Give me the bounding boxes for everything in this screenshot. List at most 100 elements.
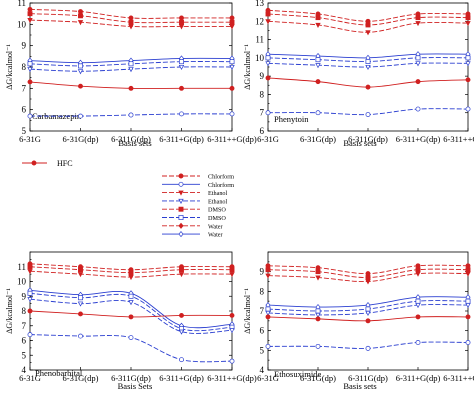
- x-axis-label: Basis sets: [118, 138, 151, 148]
- data-point: [178, 24, 185, 30]
- data-point: [365, 318, 371, 324]
- legend-marker: [178, 198, 184, 204]
- data-point: [465, 15, 471, 21]
- data-point: [465, 21, 471, 27]
- data-point: [78, 63, 83, 69]
- legend-label: Ethanol: [208, 198, 228, 205]
- data-point: [265, 314, 271, 320]
- chart-panel-2: 6 7 8 9 10 11 12 13 6-31G 6-31G(dp) 6-311G(dp) 6-31…: [243, 0, 474, 148]
- y-tick-label: 13: [255, 0, 265, 8]
- data-point: [27, 61, 33, 67]
- x-tick-label: 6-311+G(dp): [396, 373, 441, 383]
- y-tick-label: 8: [260, 286, 265, 296]
- data-point: [179, 111, 184, 117]
- legend-label: Water: [208, 223, 223, 230]
- data-point: [229, 59, 235, 65]
- y-tick-label: 6: [22, 105, 27, 115]
- data-point: [415, 106, 421, 112]
- data-point: [229, 328, 235, 334]
- y-tick-label: 8: [22, 62, 27, 72]
- data-point: [465, 314, 471, 320]
- legend-marker: [178, 222, 184, 229]
- y-tick-label: 10: [17, 277, 27, 287]
- data-point: [179, 357, 184, 363]
- y-tick-label: 5: [22, 126, 27, 136]
- y-tick-label: 6: [22, 336, 27, 346]
- data-point: [365, 279, 371, 285]
- legend-label: DMSO: [208, 215, 226, 222]
- x-tick-label: 6-311G(dp): [111, 134, 151, 144]
- x-tick-label: 6-31G: [19, 373, 41, 383]
- data-point: [315, 15, 321, 21]
- data-point: [27, 18, 33, 24]
- data-point: [27, 11, 33, 17]
- y-tick-label: 8: [22, 306, 27, 316]
- data-point: [229, 111, 235, 117]
- data-point: [27, 297, 33, 303]
- data-point: [415, 55, 421, 61]
- y-tick-label: 4: [22, 365, 27, 375]
- data-point: [229, 312, 235, 318]
- x-tick-label: 6-31G: [257, 134, 279, 144]
- legend-marker: [178, 215, 184, 220]
- y-tick-label: 7: [22, 83, 27, 93]
- data-point: [315, 312, 321, 318]
- data-point: [77, 301, 84, 307]
- legend-marker: [178, 231, 184, 238]
- data-point: [315, 79, 321, 85]
- data-point: [128, 61, 134, 67]
- data-point: [265, 11, 271, 17]
- x-axis-label: Basis sets: [343, 138, 376, 148]
- legend-marker: [178, 206, 184, 212]
- data-point: [178, 272, 185, 278]
- data-point: [179, 312, 184, 318]
- data-point: [128, 314, 134, 320]
- data-point: [178, 64, 185, 71]
- legend-label: Ethanol: [208, 190, 228, 197]
- y-axis-label: ΔG/kcalmol⁻¹: [243, 288, 252, 334]
- legend-label: HFC: [57, 159, 73, 168]
- x-axis-label: Basis Sets: [118, 381, 153, 391]
- data-point: [265, 273, 271, 279]
- data-point: [315, 57, 321, 63]
- data-point: [415, 21, 421, 27]
- x-tick-label: 6-311G(dp): [111, 373, 151, 383]
- x-tick-label: 6-311+G(dp): [159, 134, 204, 144]
- data-point: [415, 61, 421, 67]
- y-tick-label: 6: [260, 326, 265, 336]
- y-axis-label: ΔG/kcalmol⁻¹: [5, 288, 14, 334]
- data-point: [365, 112, 371, 117]
- x-tick-label: 6-311+G(dp): [159, 373, 204, 383]
- data-point: [415, 303, 421, 309]
- data-point: [465, 340, 471, 345]
- data-point: [415, 271, 421, 277]
- x-tick-label: 6-311++G(dp): [207, 373, 257, 383]
- data-point: [315, 308, 321, 314]
- data-point: [315, 269, 321, 275]
- series-line: [29, 292, 233, 332]
- data-point: [128, 24, 134, 30]
- data-point: [265, 267, 271, 273]
- data-point: [365, 59, 371, 64]
- data-point: [465, 77, 471, 83]
- data-point: [465, 263, 471, 269]
- data-point: [27, 79, 33, 85]
- data-point: [365, 271, 371, 277]
- data-point: [265, 55, 271, 61]
- data-point: [465, 303, 471, 309]
- data-point: [365, 64, 371, 71]
- y-tick-label: 10: [17, 19, 27, 29]
- data-point: [315, 316, 321, 322]
- chart-panel-4: 4 5 6 7 8 9 6-31G 6-31G(dp) 6-311G(dp) 6-311+G(dp…: [243, 251, 474, 391]
- data-point: [229, 272, 235, 278]
- data-point: [179, 267, 184, 273]
- data-point: [78, 311, 83, 317]
- data-point: [365, 275, 371, 281]
- data-point: [229, 358, 235, 364]
- data-point: [315, 63, 321, 69]
- x-tick-label: 6-31G: [19, 134, 41, 144]
- data-point: [179, 85, 184, 91]
- data-point: [77, 20, 84, 26]
- data-point: [365, 22, 371, 28]
